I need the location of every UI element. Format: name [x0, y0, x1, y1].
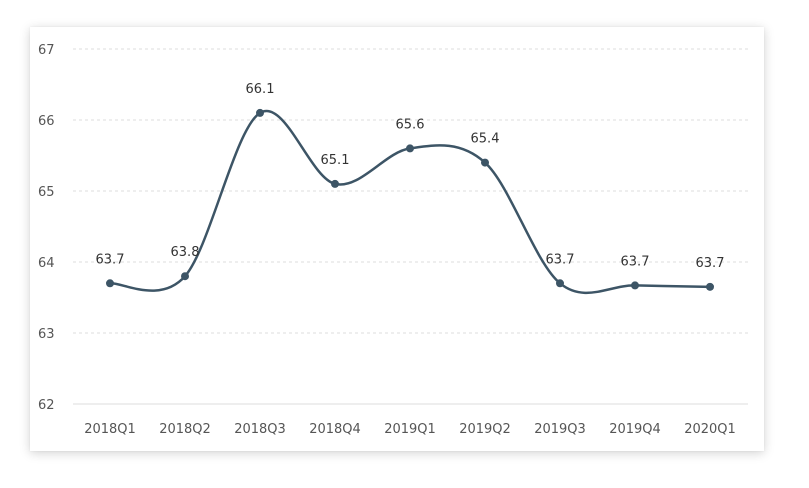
data-label: 63.8: [171, 245, 200, 260]
data-label: 66.1: [246, 82, 275, 97]
x-tick-label: 2019Q1: [384, 422, 436, 437]
data-labels: 63.7 63.8 66.1 65.1 65.6 65.4 63.7 63.7 63.7: [96, 82, 725, 271]
data-label: 65.4: [471, 132, 500, 147]
data-point: [556, 279, 564, 288]
data-label: 65.6: [396, 117, 425, 132]
y-tick-label: 63: [38, 327, 55, 342]
y-axis: 62 63 64 65 66 67: [38, 43, 55, 413]
data-point: [481, 158, 489, 167]
data-label: 63.7: [96, 252, 125, 267]
data-point: [106, 279, 114, 288]
data-point: [631, 281, 639, 290]
data-label: 63.7: [696, 256, 725, 271]
data-point: [406, 144, 414, 153]
data-label: 63.7: [546, 252, 575, 267]
y-tick-label: 65: [38, 185, 55, 200]
x-tick-label: 2019Q2: [459, 422, 511, 437]
x-tick-label: 2020Q1: [684, 422, 736, 437]
x-tick-label: 2019Q4: [609, 422, 661, 437]
data-point: [256, 108, 264, 117]
x-axis: 2018Q1 2018Q2 2018Q3 2018Q4 2019Q1 2019Q2 2019…: [84, 422, 736, 437]
x-tick-label: 2018Q4: [309, 422, 361, 437]
series-line: [108, 109, 712, 294]
data-point: [331, 179, 339, 188]
y-tick-label: 62: [38, 398, 55, 413]
y-tick-label: 64: [38, 256, 55, 271]
series-line-group: [108, 109, 712, 294]
x-tick-label: 2019Q3: [534, 422, 586, 437]
x-tick-label: 2018Q3: [234, 422, 286, 437]
chart-card: [30, 27, 764, 451]
data-point: [706, 282, 714, 291]
y-tick-label: 66: [38, 114, 55, 129]
data-point: [181, 272, 189, 281]
x-tick-label: 2018Q2: [159, 422, 211, 437]
data-points: [106, 108, 714, 291]
x-tick-label: 2018Q1: [84, 422, 136, 437]
y-tick-label: 67: [38, 43, 55, 58]
gridlines: [73, 48, 748, 405]
data-label: 65.1: [321, 153, 350, 168]
data-label: 63.7: [621, 254, 650, 269]
